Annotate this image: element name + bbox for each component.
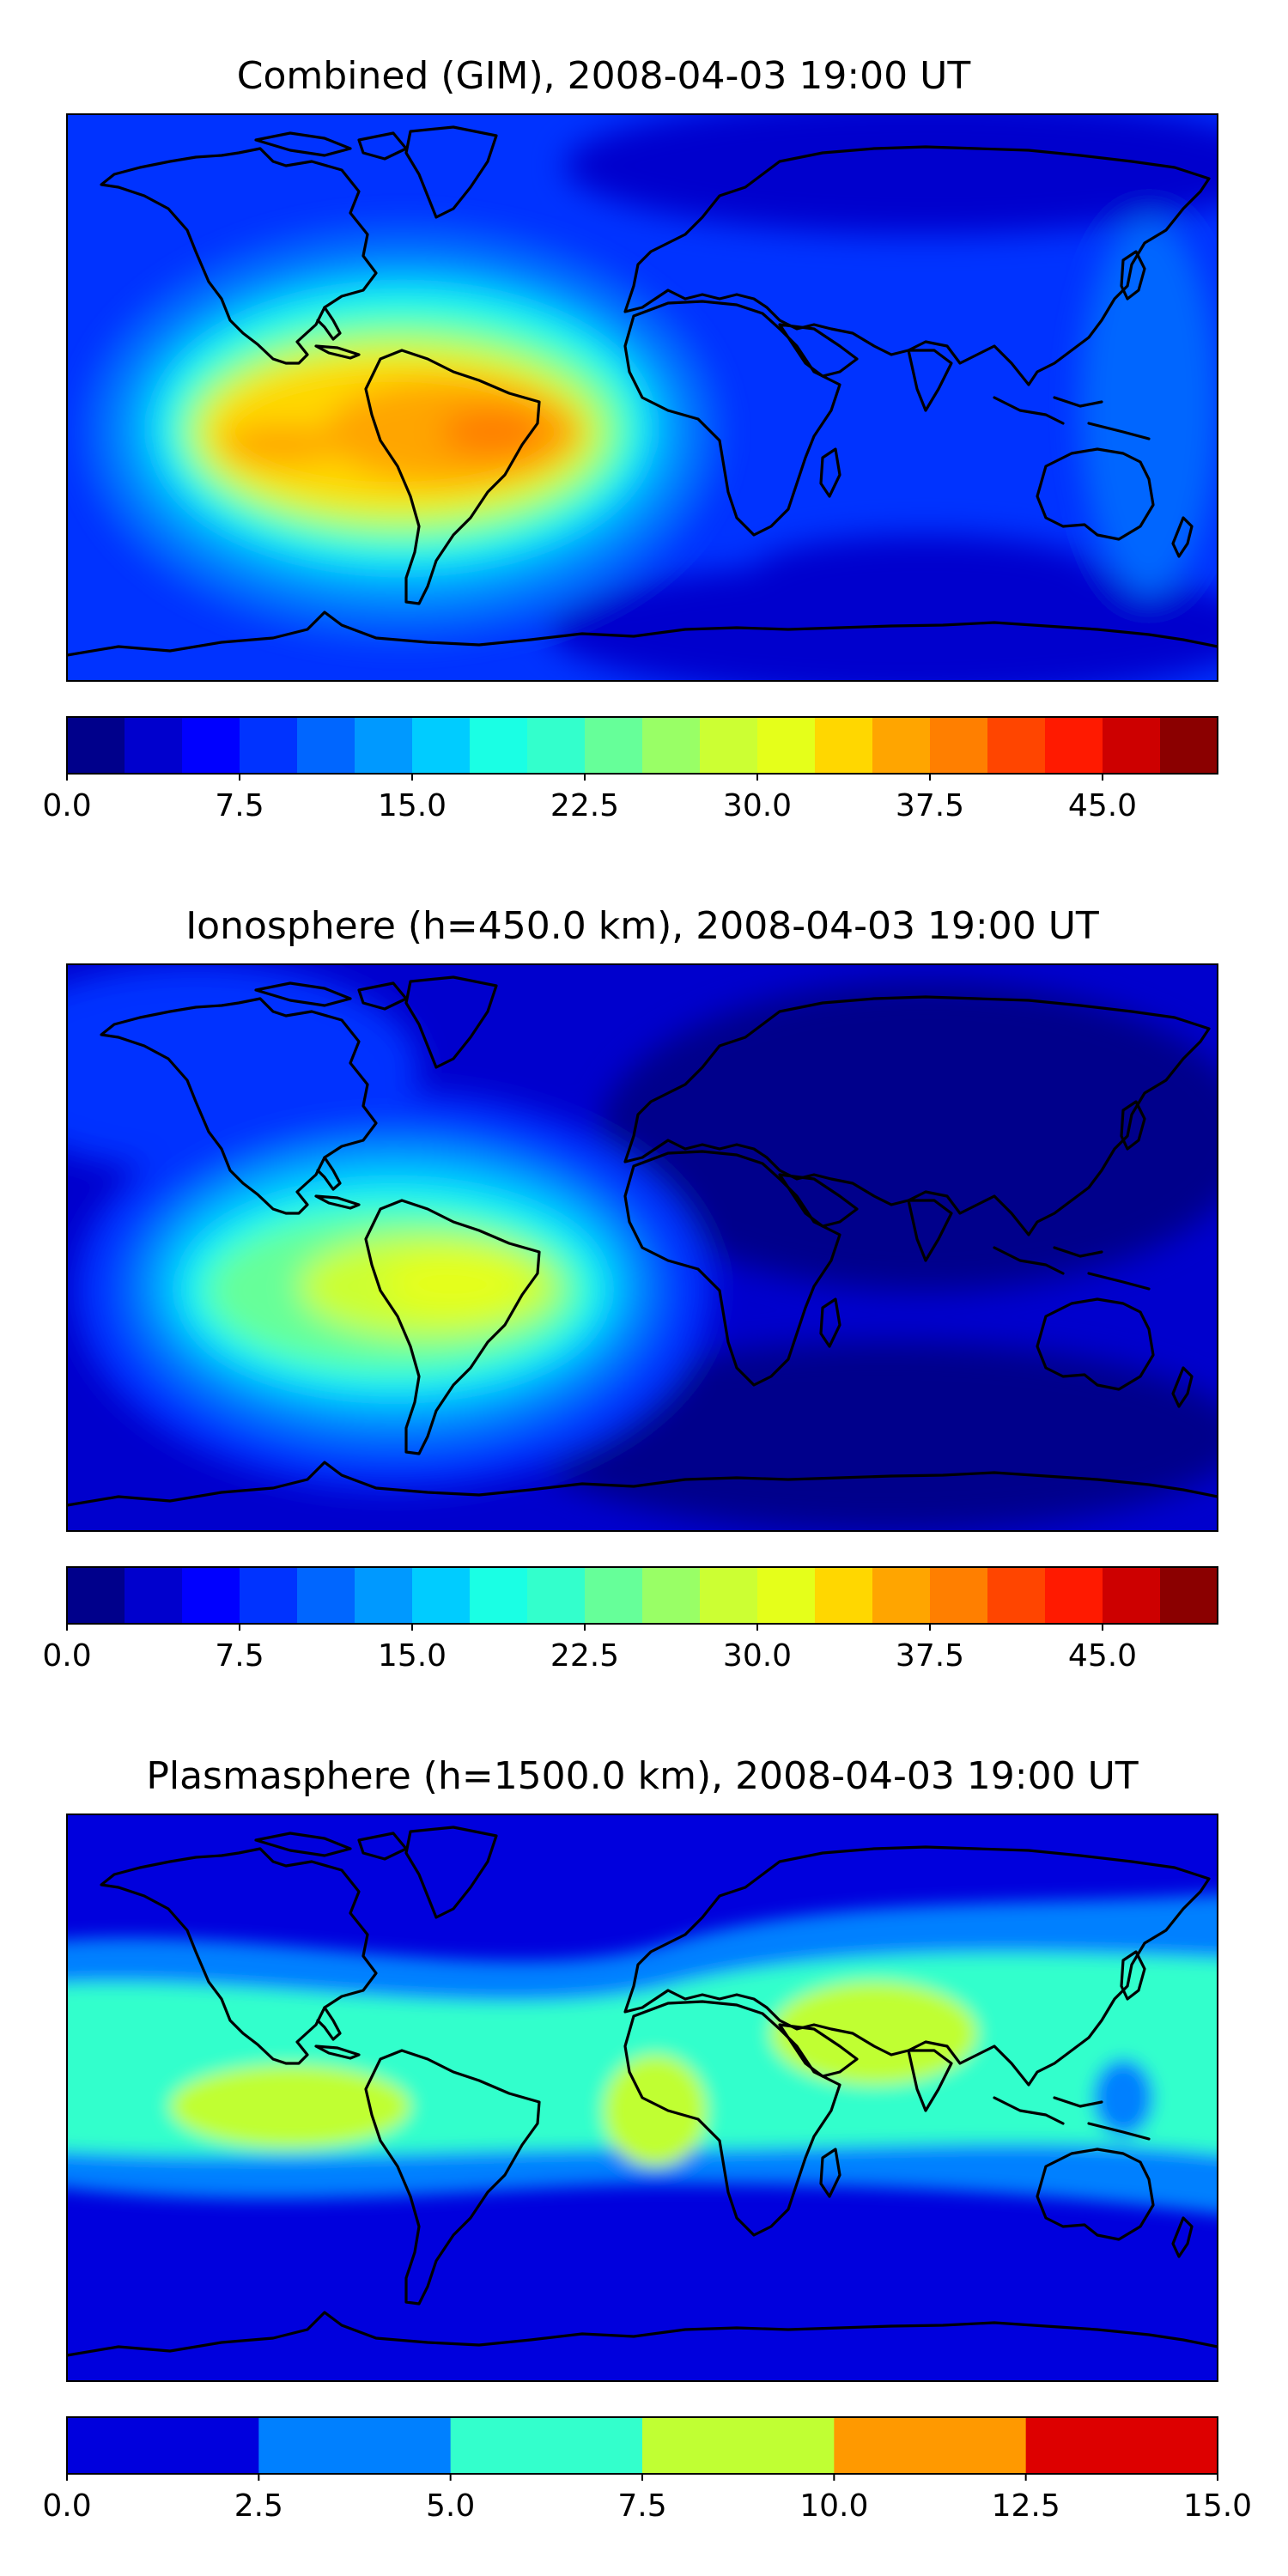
colorbar-bin bbox=[182, 1567, 240, 1624]
colorbar-bin bbox=[930, 1567, 988, 1624]
colorbar-bin bbox=[1025, 2417, 1218, 2474]
colorbar-bin bbox=[872, 1567, 931, 1624]
colorbar-bin bbox=[834, 2417, 1027, 2474]
colorbar-bin bbox=[585, 717, 643, 774]
colorbar-bin bbox=[67, 717, 125, 774]
colorbar-tick-label: 45.0 bbox=[1068, 788, 1137, 823]
colorbar-tick-label: 5.0 bbox=[426, 2488, 475, 2524]
map-frame bbox=[66, 1814, 1218, 2382]
colorbar-bin bbox=[1160, 717, 1218, 774]
colorbar-bin bbox=[1103, 717, 1161, 774]
colorbar-bin bbox=[1045, 717, 1103, 774]
colorbar-tick-label: 7.5 bbox=[617, 2488, 666, 2524]
colorbar-bin bbox=[450, 2417, 643, 2474]
colorbar-tick-label: 7.5 bbox=[215, 788, 264, 823]
colorbar-bin bbox=[240, 1567, 298, 1624]
colorbar-tick-label: 15.0 bbox=[378, 788, 447, 823]
colorbar-bin bbox=[355, 717, 413, 774]
colorbar-tick-label: 30.0 bbox=[723, 788, 792, 823]
colorbar-bin bbox=[297, 1567, 355, 1624]
colorbar-bin bbox=[1103, 1567, 1161, 1624]
colorbar-bin bbox=[67, 1567, 125, 1624]
colorbar-bin bbox=[240, 717, 298, 774]
colorbar-tick-label: 0.0 bbox=[42, 788, 91, 823]
colorbar-tick-label: 37.5 bbox=[896, 788, 964, 823]
colorbar-combined: 0.0 7.5 15.0 22.5 30.0 37.5 45.0 bbox=[42, 716, 1218, 823]
panel-combined: Combined (GIM), 2008-04-03 19:00 UT bbox=[42, 54, 1218, 823]
colorbar-tick-label: 22.5 bbox=[550, 788, 619, 823]
colorbar-bin bbox=[815, 1567, 873, 1624]
map-combined bbox=[67, 114, 1218, 681]
colorbar-bin bbox=[757, 717, 816, 774]
colorbar-tick-label: 12.5 bbox=[992, 2488, 1060, 2524]
colorbar-frame bbox=[66, 716, 1218, 775]
colorbar-frame bbox=[66, 1566, 1218, 1625]
colorbar-ionosphere: 0.0 7.5 15.0 22.5 30.0 37.5 45.0 bbox=[42, 1566, 1218, 1674]
colorbar-bin bbox=[527, 717, 586, 774]
field-contours bbox=[67, 964, 1218, 1531]
colorbar-bin bbox=[297, 717, 355, 774]
colorbar-tick-label: 30.0 bbox=[723, 1638, 792, 1674]
panel-ionosphere: Ionosphere (h=450.0 km), 2008-04-03 19:0… bbox=[42, 904, 1218, 1674]
panel-plasmasphere: Plasmasphere (h=1500.0 km), 2008-04-03 1… bbox=[42, 1754, 1252, 2524]
colorbar-tick-label: 22.5 bbox=[550, 1638, 619, 1674]
map-ionosphere bbox=[67, 964, 1218, 1531]
colorbar-tick-label: 2.5 bbox=[234, 2488, 283, 2524]
panel-title: Ionosphere (h=450.0 km), 2008-04-03 19:0… bbox=[185, 904, 1099, 948]
colorbar-plasmasphere: 0.0 2.5 5.0 7.5 10.0 12.5 15.0 bbox=[42, 2416, 1252, 2524]
map-frame bbox=[66, 963, 1218, 1532]
colorbar-bin bbox=[700, 1567, 758, 1624]
colorbar-bin bbox=[642, 717, 701, 774]
colorbar-tick-label: 0.0 bbox=[42, 2488, 91, 2524]
colorbar-bin bbox=[125, 1567, 183, 1624]
colorbar-bin bbox=[470, 1567, 528, 1624]
colorbar-bin bbox=[412, 1567, 471, 1624]
colorbar-bin bbox=[125, 717, 183, 774]
colorbar-tick-label: 15.0 bbox=[378, 1638, 447, 1674]
colorbar-tick-label: 37.5 bbox=[896, 1638, 964, 1674]
colorbar-bin bbox=[872, 717, 931, 774]
colorbar-bin bbox=[67, 2417, 259, 2474]
colorbar-bin bbox=[258, 2417, 452, 2474]
colorbar-bin bbox=[642, 1567, 701, 1624]
colorbar-bin bbox=[182, 717, 240, 774]
panel-title: Combined (GIM), 2008-04-03 19:00 UT bbox=[237, 54, 971, 98]
colorbar-tick-label: 15.0 bbox=[1183, 2488, 1252, 2524]
colorbar-tick-label: 45.0 bbox=[1068, 1638, 1137, 1674]
colorbar-bin bbox=[642, 2417, 835, 2474]
colorbar-bin bbox=[470, 717, 528, 774]
map-plasmasphere bbox=[67, 1814, 1218, 2381]
colorbar-bin bbox=[930, 717, 988, 774]
colorbar-bin bbox=[355, 1567, 413, 1624]
colorbar-bin bbox=[585, 1567, 643, 1624]
colorbar-bin bbox=[1045, 1567, 1103, 1624]
colorbar-bin bbox=[412, 717, 471, 774]
panel-title: Plasmasphere (h=1500.0 km), 2008-04-03 1… bbox=[146, 1754, 1138, 1798]
colorbar-bin bbox=[815, 717, 873, 774]
field-contours bbox=[84, 114, 1218, 681]
colorbar-tick-label: 7.5 bbox=[215, 1638, 264, 1674]
colorbar-bin bbox=[1160, 1567, 1218, 1624]
colorbar-bin bbox=[700, 717, 758, 774]
colorbar-tick-label: 10.0 bbox=[799, 2488, 868, 2524]
map-frame bbox=[66, 113, 1218, 682]
colorbar-bin bbox=[527, 1567, 586, 1624]
colorbar-bin bbox=[987, 717, 1046, 774]
colorbar-tick-label: 0.0 bbox=[42, 1638, 91, 1674]
colorbar-bin bbox=[757, 1567, 816, 1624]
colorbar-bin bbox=[987, 1567, 1046, 1624]
